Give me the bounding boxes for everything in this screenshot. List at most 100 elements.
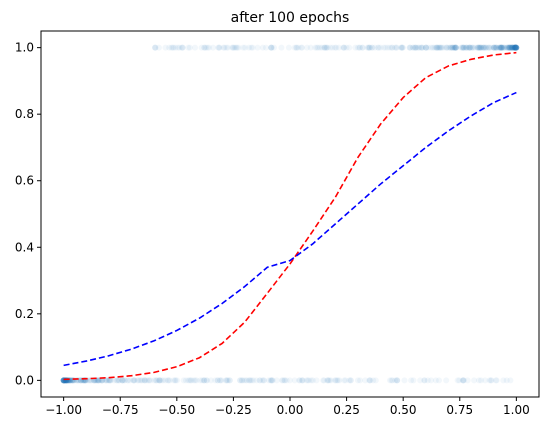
scatter-point (105, 377, 112, 384)
scatter-point (482, 44, 489, 51)
scatter-point (506, 44, 513, 51)
scatter-point (156, 377, 163, 384)
scatter-point (115, 377, 122, 384)
scatter-point (119, 377, 126, 384)
scatter-point (493, 44, 500, 51)
scatter-point (506, 44, 513, 51)
scatter-point (386, 377, 393, 384)
scatter-point (487, 377, 494, 384)
scatter-point (293, 44, 300, 51)
scatter-point (357, 377, 364, 384)
scatter-point (298, 44, 305, 51)
scatter-point (513, 44, 520, 51)
scatter-point (504, 44, 511, 51)
scatter-point (206, 44, 213, 51)
scatter-point (432, 377, 439, 384)
scatter-point (268, 377, 275, 384)
scatter-point (509, 44, 516, 51)
scatter-point (198, 44, 205, 51)
scatter-point (332, 44, 339, 51)
scatter-point (130, 377, 137, 384)
scatter-point (296, 377, 303, 384)
scatter-point (321, 44, 328, 51)
scatter-point (512, 44, 519, 51)
scatter-point (497, 44, 504, 51)
scatter-point (336, 377, 343, 384)
scatter-point (254, 44, 261, 51)
scatter-point (491, 44, 498, 51)
x-tick-label: −1.00 (45, 403, 82, 417)
scatter-point (470, 44, 477, 51)
scatter-point (364, 44, 371, 51)
scatter-point (485, 44, 492, 51)
scatter-point (103, 377, 110, 384)
scatter-point (185, 377, 192, 384)
scatter-point (496, 44, 503, 51)
scatter-point (190, 377, 197, 384)
scatter-point (186, 44, 193, 51)
scatter-point (503, 377, 510, 384)
scatter-point (498, 44, 505, 51)
scatter-point (460, 377, 467, 384)
scatter-point (268, 377, 275, 384)
scatter-point (488, 44, 495, 51)
scatter-point (279, 377, 286, 384)
scatter-point (224, 44, 231, 51)
scatter-point (111, 377, 118, 384)
scatter-point (230, 44, 237, 51)
scatter-point (452, 44, 459, 51)
scatter-point (224, 377, 231, 384)
scatter-point (501, 44, 508, 51)
axes-layer: −1.00 −0.75 −0.50 −0.25 0.00 0.25 0.50 0.75 1.00… (15, 30, 540, 417)
scatter-point (315, 44, 322, 51)
scatter-point (468, 44, 475, 51)
scatter-point (247, 377, 254, 384)
scatter-point (304, 44, 311, 51)
scatter-point (412, 44, 419, 51)
scatter-point (498, 44, 505, 51)
scatter-point (152, 44, 159, 51)
scatter-point (498, 44, 505, 51)
scatter-point (135, 377, 142, 384)
scatter-point (216, 44, 223, 51)
y-tick-label: 1.0 (15, 41, 34, 55)
scatter-point (291, 44, 298, 51)
scatter-point (245, 377, 252, 384)
scatter-point (509, 44, 516, 51)
scatter-point (340, 44, 347, 51)
scatter-point (243, 377, 250, 384)
scatter-point (202, 44, 209, 51)
series-line-1 (63, 51, 517, 381)
scatter-point (168, 44, 175, 51)
scatter-point (320, 377, 327, 384)
scatter-point (470, 44, 477, 51)
scatter-point (160, 377, 167, 384)
y-tick-label: 0.4 (15, 240, 34, 254)
scatter-point (478, 44, 485, 51)
scatter-point (291, 377, 298, 384)
scatter-point (493, 44, 500, 51)
scatter-point (393, 44, 400, 51)
scatter-point (341, 44, 348, 51)
scatter-point (333, 44, 340, 51)
scatter-point (414, 44, 421, 51)
scatter-point (226, 377, 233, 384)
scatter-point (443, 377, 450, 384)
scatter-point (492, 377, 499, 384)
scatter-point (324, 44, 331, 51)
scatter-point (334, 377, 341, 384)
scatter-point (343, 44, 350, 51)
scatter-point (512, 44, 519, 51)
scatter-point (512, 44, 519, 51)
scatter-point (152, 44, 159, 51)
scatter-point (366, 44, 373, 51)
scatter-point (419, 44, 426, 51)
scatter-point (398, 44, 405, 51)
scatter-point (471, 377, 478, 384)
scatter-point (434, 44, 441, 51)
scatter-point (317, 44, 324, 51)
scatter-point (119, 377, 126, 384)
scatter-point (172, 44, 179, 51)
scatter-point (435, 44, 442, 51)
scatter-point (130, 377, 137, 384)
